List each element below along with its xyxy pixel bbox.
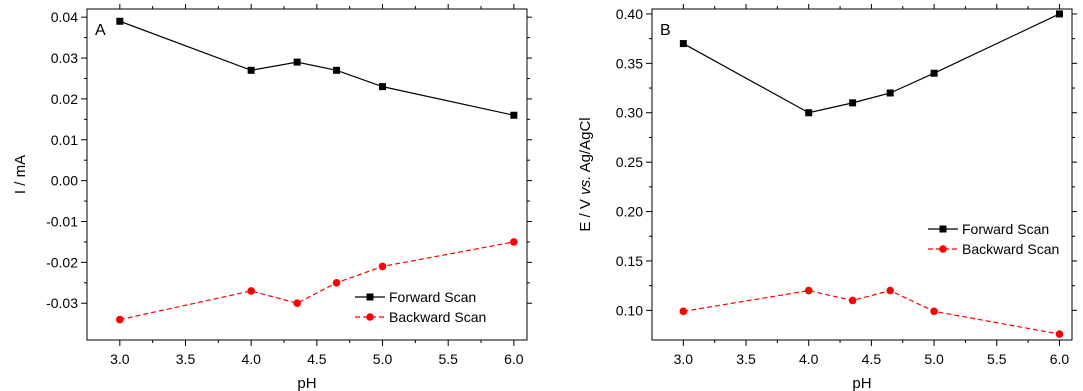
data-point-forward — [293, 58, 301, 66]
data-point-forward — [116, 17, 124, 25]
x-tick-label: 5.5 — [987, 351, 1007, 367]
plot-frame — [86, 8, 528, 341]
legend-label: Backward Scan — [962, 241, 1059, 257]
x-tick-label: 4.0 — [241, 351, 261, 367]
x-tick-label: 3.0 — [110, 351, 130, 367]
x-tick-label: 3.5 — [736, 351, 756, 367]
x-axis-title: pH — [297, 375, 316, 391]
legend-marker-square — [366, 293, 374, 301]
data-point-forward — [886, 89, 894, 97]
x-tick-label: 4.5 — [862, 351, 882, 367]
legend-label: Forward Scan — [389, 289, 476, 305]
x-tick-label: 4.5 — [307, 351, 327, 367]
data-point-backward — [293, 299, 301, 308]
series-line-backward — [683, 289, 1060, 335]
data-point-backward — [378, 262, 387, 271]
y-tick-label: -0.02 — [46, 254, 78, 270]
data-point-forward — [247, 66, 255, 74]
data-point-forward — [849, 99, 857, 107]
data-point-forward — [1055, 10, 1063, 18]
data-point-backward — [1055, 330, 1064, 338]
y-tick-label: 0.15 — [616, 253, 643, 269]
y-axis-title-part: vs. — [577, 176, 594, 195]
x-tick-label: 5.5 — [438, 351, 458, 367]
x-tick-label: 6.0 — [504, 351, 524, 367]
y-axis-title-part: Ag/AgCl — [577, 117, 594, 175]
legend-label: Backward Scan — [389, 309, 486, 325]
data-point-forward — [930, 69, 938, 77]
legend-marker-circle — [939, 245, 947, 253]
y-tick-label: 0.40 — [616, 6, 643, 22]
data-point-forward — [805, 109, 813, 117]
y-axis-title: I / mA — [12, 155, 29, 194]
y-tick-label: -0.01 — [46, 213, 78, 229]
x-tick-label: 5.0 — [924, 351, 944, 367]
data-point-forward — [679, 40, 687, 48]
series-line-forward — [119, 20, 514, 116]
y-tick-label: 0.02 — [51, 91, 78, 107]
x-tick-label: 3.0 — [674, 351, 694, 367]
panel-a: 3.0 3.5 4.0 4.5 5.0 5.5 6.0 -0.03 -0.02 -0.01 0.00… — [12, 4, 532, 391]
data-point-forward — [333, 66, 341, 74]
legend-marker-circle — [366, 313, 374, 321]
data-point-backward — [848, 296, 857, 305]
panel-label: B — [660, 22, 671, 39]
y-tick-label: 0.10 — [616, 302, 643, 318]
data-point-backward — [930, 307, 938, 316]
data-point-backward — [886, 286, 895, 295]
data-point-backward — [804, 286, 813, 295]
data-point-backward — [510, 238, 518, 246]
y-tick-label: 0.25 — [616, 154, 643, 170]
y-tick-label: -0.03 — [46, 295, 78, 311]
data-point-forward — [510, 111, 518, 119]
y-axis-title-part: E / V — [577, 195, 594, 232]
y-tick-label: 0.35 — [616, 55, 643, 71]
x-tick-label: 6.0 — [1050, 351, 1070, 367]
data-point-forward — [379, 83, 387, 91]
data-point-backward — [247, 287, 255, 295]
series-line-forward — [683, 13, 1060, 114]
x-tick-label: 3.5 — [176, 351, 196, 367]
data-point-backward — [679, 307, 688, 316]
y-tick-label: 0.20 — [616, 204, 643, 220]
legend-marker-square — [939, 225, 947, 233]
legend-label: Forward Scan — [962, 221, 1049, 237]
y-tick-label: 0.00 — [51, 173, 78, 189]
y-tick-label: 0.03 — [51, 50, 78, 66]
x-axis-title: pH — [852, 375, 871, 391]
data-point-backward — [116, 315, 124, 324]
x-tick-label: 4.0 — [799, 351, 819, 367]
series-line-backward — [119, 241, 514, 321]
y-tick-label: 0.01 — [51, 132, 78, 148]
x-tick-label: 5.0 — [373, 351, 393, 367]
y-tick-label: 0.04 — [51, 9, 78, 25]
y-axis-title: E / V vs. Ag/AgCl — [577, 117, 594, 231]
y-tick-label: 0.30 — [616, 105, 643, 121]
panel-b: 3.0 3.5 4.0 4.5 5.0 5.5 6.0 0.10 0.15 0.20 0.25 0.3… — [577, 4, 1077, 391]
data-point-backward — [332, 278, 341, 287]
plot-frame — [651, 8, 1073, 341]
panel-label: A — [95, 22, 106, 39]
